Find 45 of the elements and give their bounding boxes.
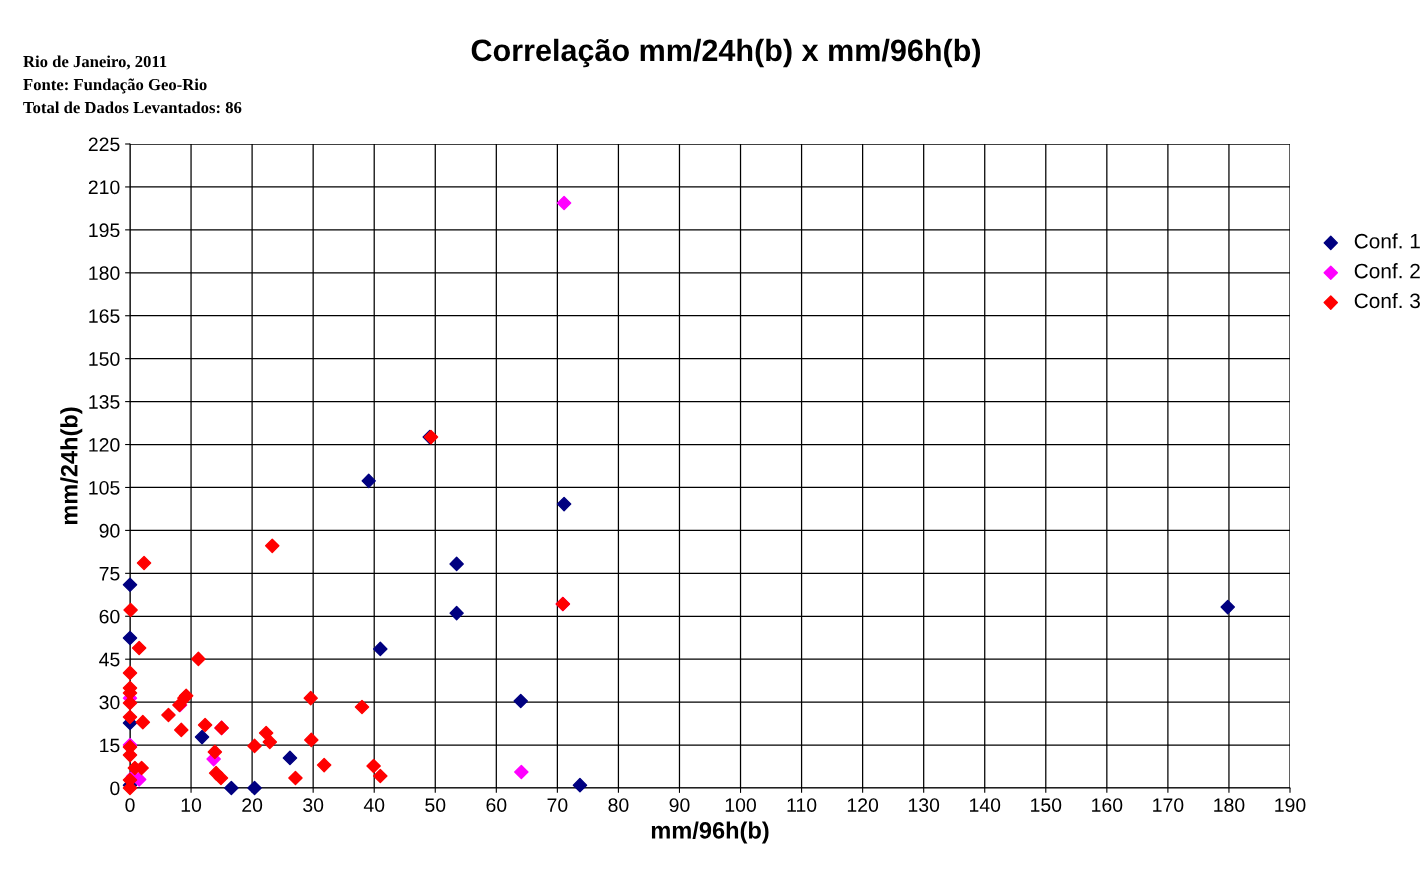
text: Total de Dados Levantados: 86 [23,101,242,114]
text: Rio de Janeiro, 2011 [23,55,167,70]
x-tick-label: 60 [486,798,507,812]
y-tick-label: 225 [88,137,120,152]
y-tick-label: 60 [99,609,120,624]
y-tick-label: 0 [110,781,120,796]
y-tick-label: 45 [99,652,120,667]
source-note: Fonte: Fundação Geo-Rio [23,78,207,94]
x-tick-label: 70 [547,798,568,812]
legend-label: Conf. 2 [1354,263,1420,279]
y-tick-label: 180 [89,266,120,281]
y-tick-label: 195 [89,223,120,238]
y-tick-label: 165 [89,309,120,323]
x-tick-label: 170 [1153,798,1184,812]
y-tick-label: 150 [89,352,120,366]
y-tick-label: 15 [100,738,120,753]
x-tick-label: 190 [1275,798,1306,812]
chart-title: Correlação mm/24h(b) x mm/96h(b) [471,38,981,68]
y-tick-label: 105 [89,480,120,495]
y-tick-label: 90 [99,523,120,538]
x-tick-label: 100 [725,798,756,812]
x-tick-label: 130 [908,798,940,812]
x-tick-label: 110 [787,798,817,812]
legend-label: Conf. 3 [1354,292,1420,309]
x-tick-label: 10 [181,798,202,812]
x-tick-label: 90 [669,798,690,812]
x-tick-label: 140 [970,798,1001,812]
x-tick-label: 30 [303,798,324,812]
x-tick-label: 160 [1092,798,1123,812]
x-tick-label: 20 [242,798,263,812]
y-axis-title: mm/24h(b) [60,407,83,525]
x-tick-label: 120 [847,798,879,812]
legend-label: Conf. 1 [1354,233,1420,249]
y-tick-label: 30 [99,695,120,710]
y-tick-label: 210 [88,180,120,195]
x-tick-label: 0 [125,798,135,812]
x-tick-label: 180 [1214,798,1245,812]
x-tick-label: 40 [363,798,385,812]
x-tick-label: 50 [425,798,446,812]
y-tick-label: 75 [99,567,120,581]
x-tick-label: 150 [1031,798,1062,812]
x-axis-title: mm/96h(b) [651,821,769,844]
x-tick-label: 80 [608,798,629,812]
y-tick-label: 120 [89,438,120,452]
y-tick-label: 135 [89,395,120,409]
